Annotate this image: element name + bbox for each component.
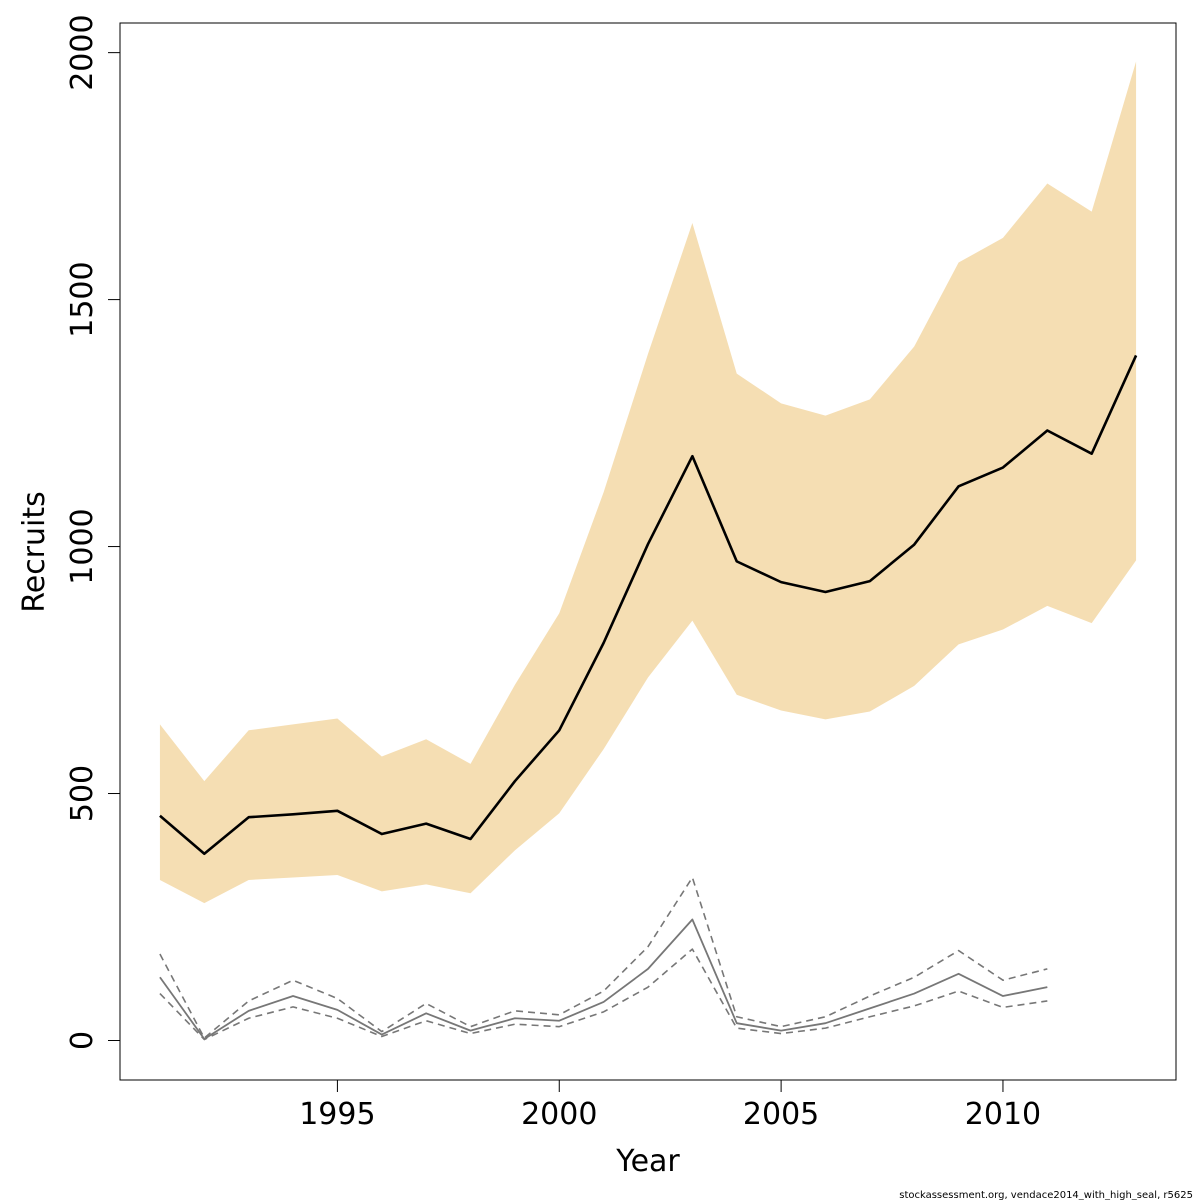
x-tick-label: 1995 [299,1097,375,1132]
y-tick-label: 0 [65,1031,100,1050]
secondary-estimate-line [159,918,1048,1040]
secondary-upper-line [159,876,1048,1039]
y-axis-title: Recruits [17,491,52,613]
y-tick-label: 1000 [65,508,100,584]
x-tick-label: 2000 [521,1097,597,1132]
confidence-band [159,61,1137,904]
chart-marks [159,61,1138,1041]
y-tick-label: 500 [65,765,100,822]
x-tick-label: 2005 [743,1097,819,1132]
y-tick-label: 2000 [65,14,100,90]
x-tick-label: 2010 [965,1097,1041,1132]
secondary-lower-line [159,948,1048,1041]
x-axis-title: Year [615,1144,680,1179]
source-footnote: stockassessment.org, vendace2014_with_hi… [899,1190,1193,1200]
axes: 1995 2000 2005 2010 0 500 1000 1500 2000 [65,14,1041,1132]
estimate-line [159,354,1138,856]
y-tick-label: 1500 [65,261,100,337]
